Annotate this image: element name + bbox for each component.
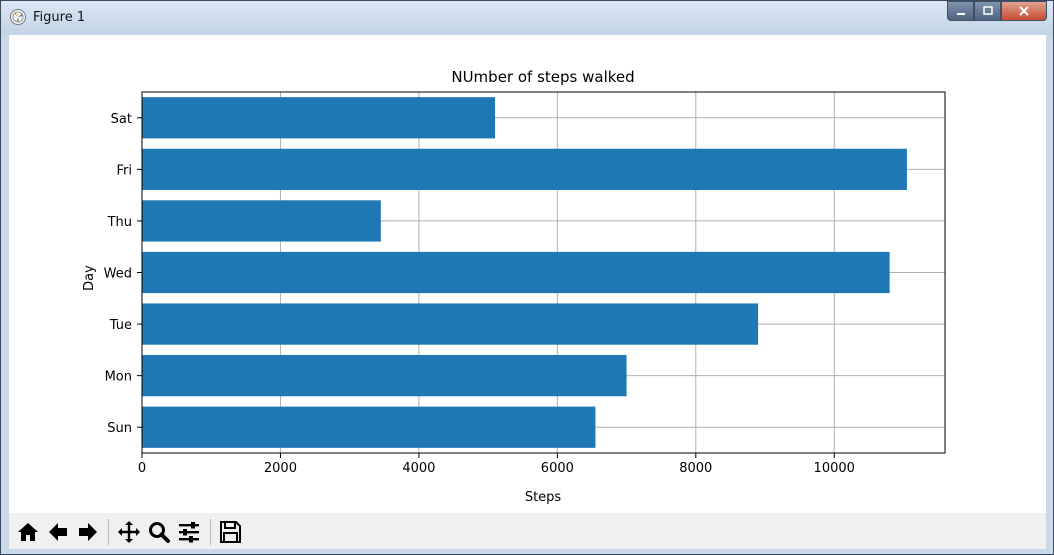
y-tick-label: Thu	[107, 215, 132, 230]
minimize-icon	[956, 13, 965, 15]
zoom-button[interactable]	[145, 518, 173, 546]
bar-chart: NUmber of steps walked Steps Day 0 2000 40…	[82, 68, 946, 505]
configure-subplots-button[interactable]	[175, 518, 203, 546]
x-tick-label: 2000	[264, 461, 297, 476]
home-button[interactable]	[14, 518, 42, 546]
save-button[interactable]	[216, 518, 244, 546]
x-tick-label: 4000	[402, 461, 435, 476]
y-axis-label: Day	[82, 265, 97, 291]
pan-icon	[118, 521, 140, 543]
y-tick-label: Fri	[117, 163, 133, 178]
y-tick-label: Tue	[109, 318, 132, 333]
window-controls	[947, 1, 1047, 23]
forward-button[interactable]	[74, 518, 102, 546]
bar-sun	[142, 406, 596, 448]
x-tick-label: 8000	[679, 461, 712, 476]
subplots-icon	[179, 522, 199, 543]
back-button[interactable]	[44, 518, 72, 546]
y-tick-label: Sat	[111, 112, 132, 127]
figure-canvas[interactable]: NUmber of steps walked Steps Day 0 2000 40…	[9, 35, 1046, 513]
bar-tue	[142, 303, 759, 345]
maximize-icon	[982, 6, 993, 15]
back-arrow-icon	[49, 523, 67, 541]
bar-wed	[142, 251, 890, 294]
bar-fri	[142, 148, 907, 190]
chart-title: NUmber of steps walked	[451, 68, 634, 86]
toolbar-separator	[108, 519, 109, 545]
navigation-toolbar	[9, 513, 1046, 549]
maximize-button[interactable]	[974, 1, 1001, 21]
bar-thu	[142, 200, 381, 242]
bar-mon	[142, 355, 627, 397]
window-title: Figure 1	[33, 10, 86, 25]
x-axis-label: Steps	[525, 490, 562, 505]
x-tick-label: 6000	[541, 461, 574, 476]
x-tick-label: 10000	[814, 461, 855, 476]
close-button[interactable]	[1001, 1, 1047, 21]
zoom-icon	[149, 522, 170, 543]
matplotlib-app-icon	[10, 9, 26, 25]
title-bar[interactable]: Figure 1	[1, 1, 1053, 35]
x-tick-label: 0	[138, 461, 146, 476]
minimize-button[interactable]	[947, 1, 974, 21]
home-icon	[18, 523, 38, 541]
toolbar-separator	[210, 519, 211, 545]
save-icon	[220, 521, 241, 543]
y-tick-label: Wed	[104, 267, 132, 282]
y-tick-label: Mon	[105, 370, 132, 385]
y-tick-label: Sun	[107, 421, 132, 436]
bar-sat	[142, 97, 496, 139]
forward-arrow-icon	[79, 523, 97, 541]
pan-button[interactable]	[115, 518, 143, 546]
close-icon	[1019, 6, 1029, 16]
